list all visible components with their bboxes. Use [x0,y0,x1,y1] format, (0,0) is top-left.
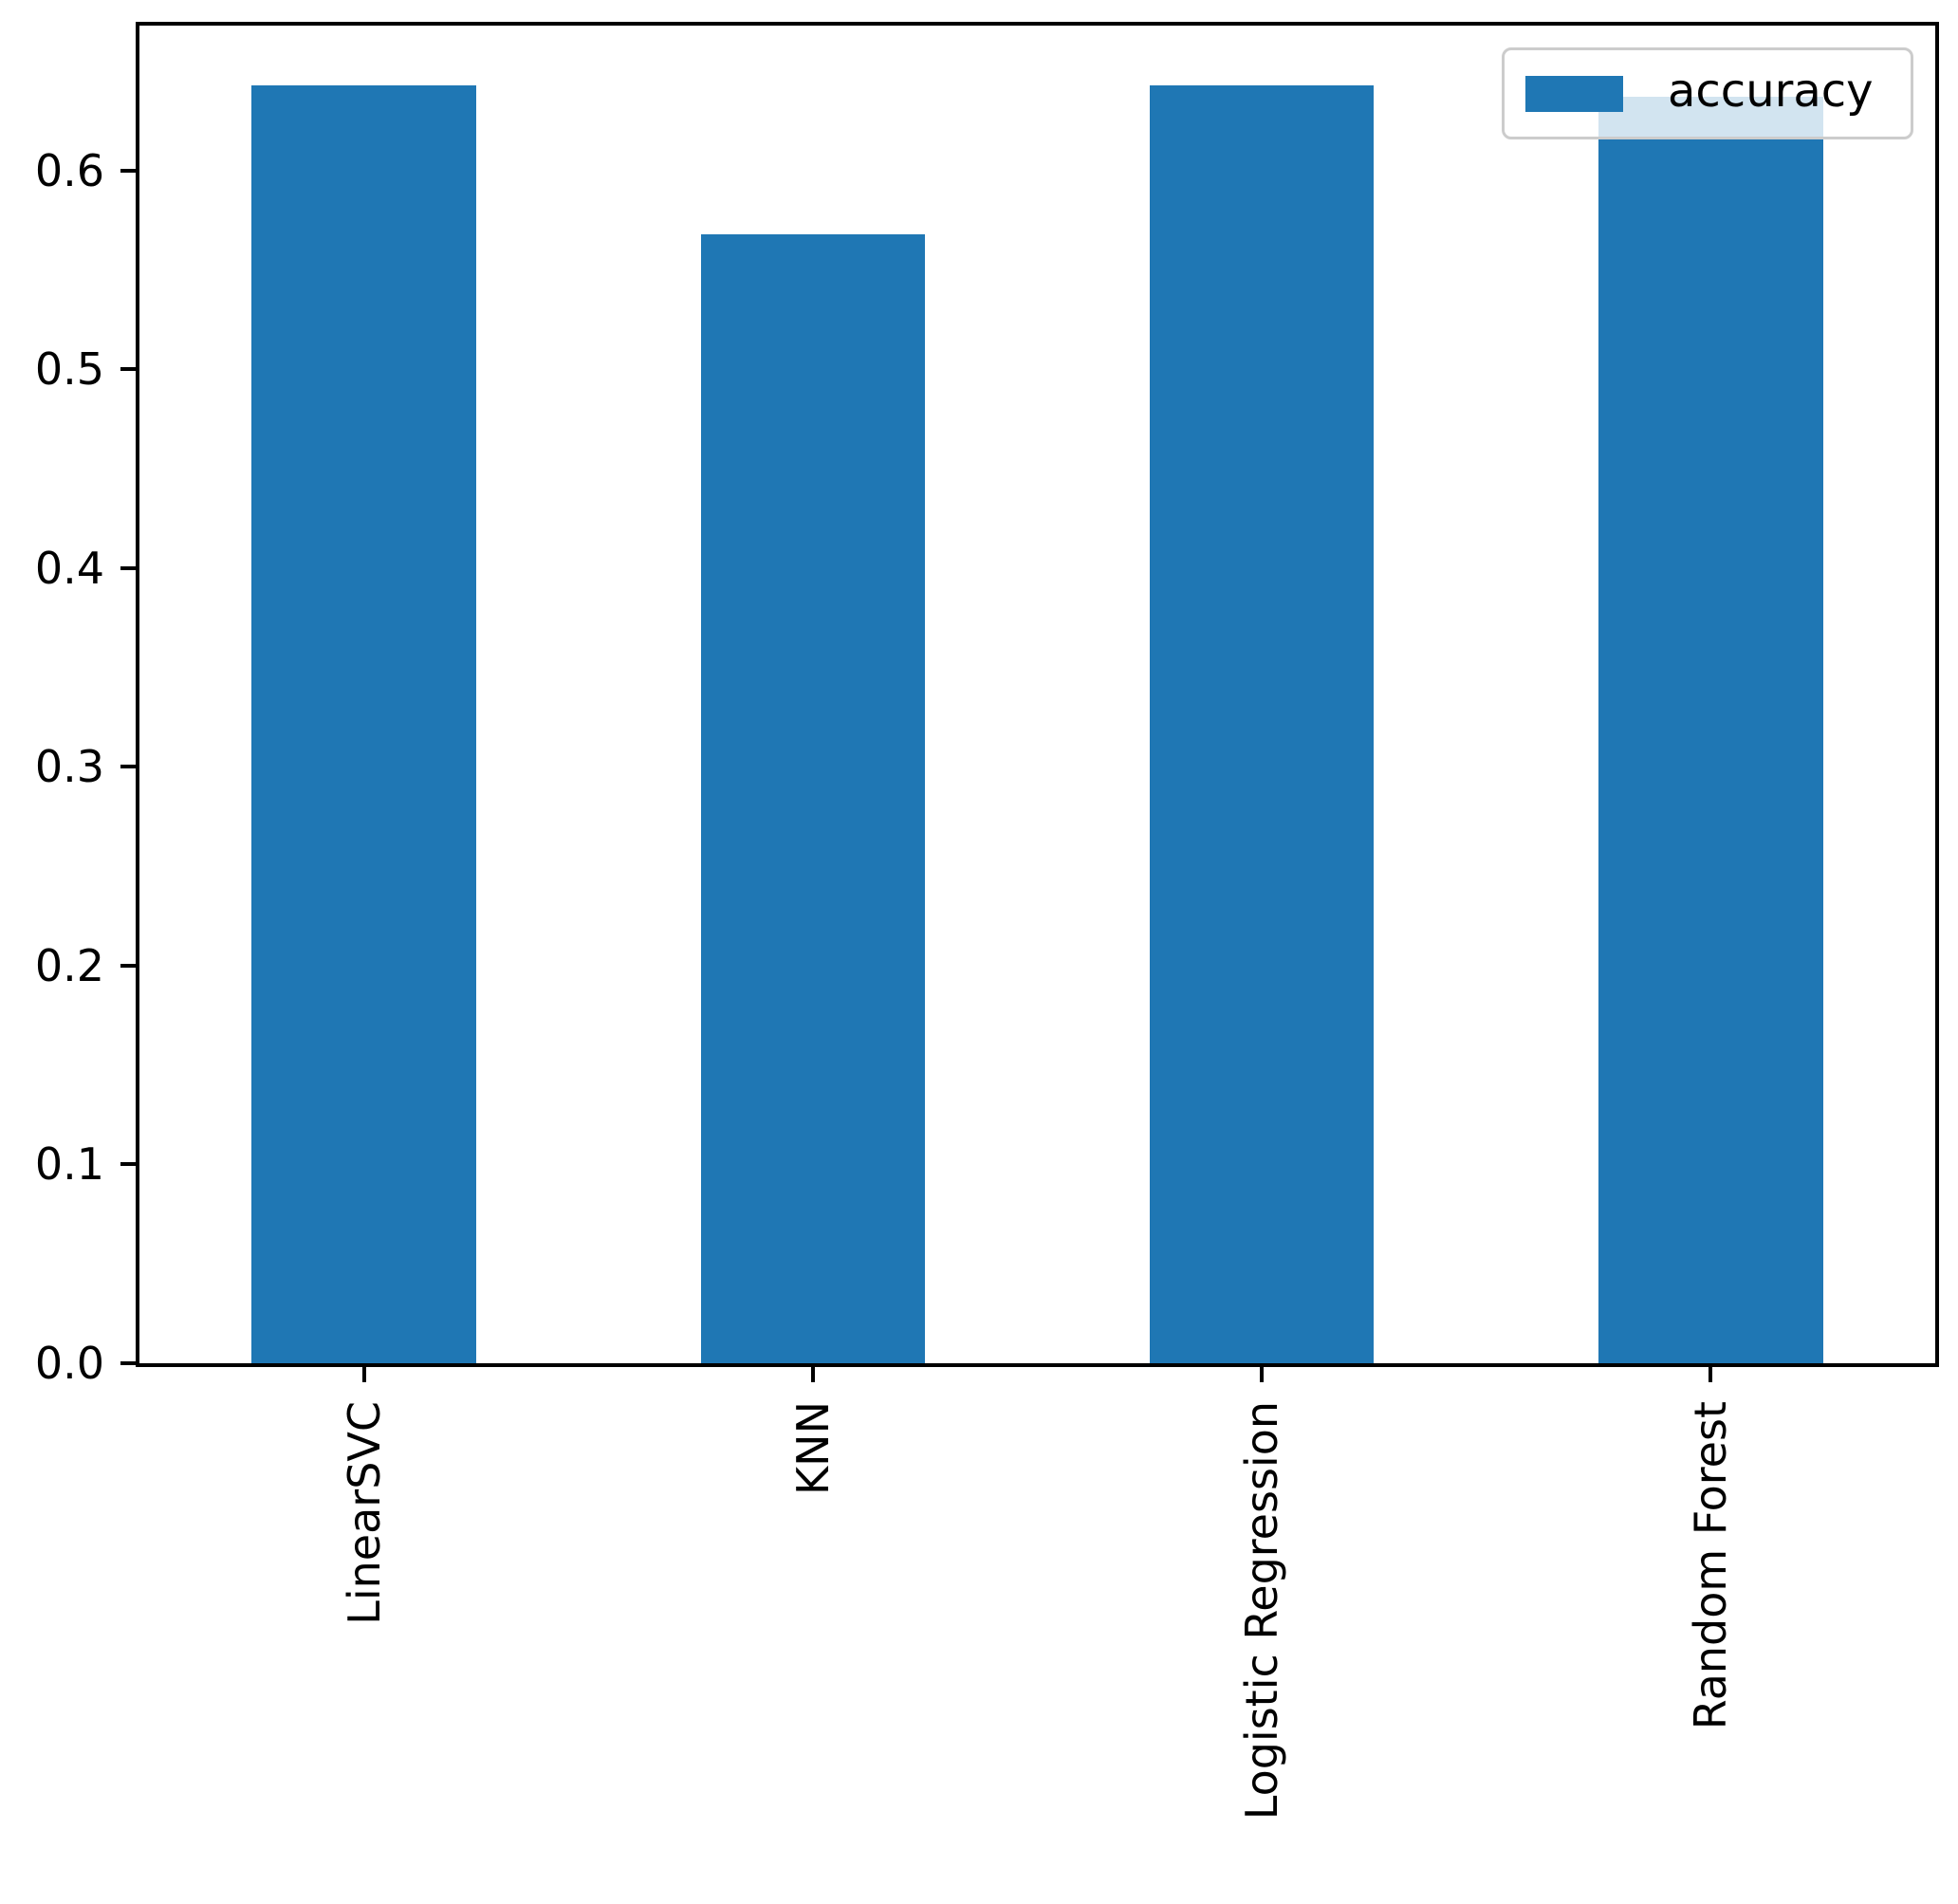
legend-label: accuracy [1668,64,1874,118]
y-tick-label: 0.6 [34,144,104,196]
legend-swatch-accuracy [1525,75,1623,112]
x-tick-label: LinearSVC [337,1401,392,1629]
y-tick [120,565,139,570]
x-tick [1709,1363,1713,1382]
y-tick-label: 0.0 [34,1338,104,1389]
x-tick-label-text: Logistic Regression [1236,1401,1288,1821]
y-tick [120,963,139,968]
y-tick-label: 0.5 [34,343,104,396]
y-tick-label: 0.3 [34,741,104,793]
legend: accuracy [1502,47,1913,139]
x-tick-label-text: Random Forest [1685,1401,1737,1730]
bar-random-forest [1598,97,1823,1363]
y-tick-label: 0.4 [34,542,104,594]
x-tick-label-text: LinearSVC [338,1401,390,1625]
bar-logistic-regression [1149,84,1375,1363]
y-tick [120,1162,139,1167]
y-tick [120,168,139,173]
x-tick-label: Random Forest [1683,1401,1738,1733]
x-tick [1260,1363,1265,1382]
y-tick [120,765,139,769]
y-tick [120,1361,139,1365]
x-tick-label: Logistic Regression [1234,1401,1289,1823]
y-tick-label: 0.1 [34,1138,104,1191]
x-tick-label: KNN [785,1401,840,1499]
x-tick [810,1363,815,1382]
x-tick [361,1363,366,1382]
y-tick [120,367,139,372]
bar-linearsvc [251,84,476,1363]
y-tick-label: 0.2 [34,939,104,991]
bar-knn [700,233,926,1363]
x-tick-label-text: KNN [786,1401,839,1495]
